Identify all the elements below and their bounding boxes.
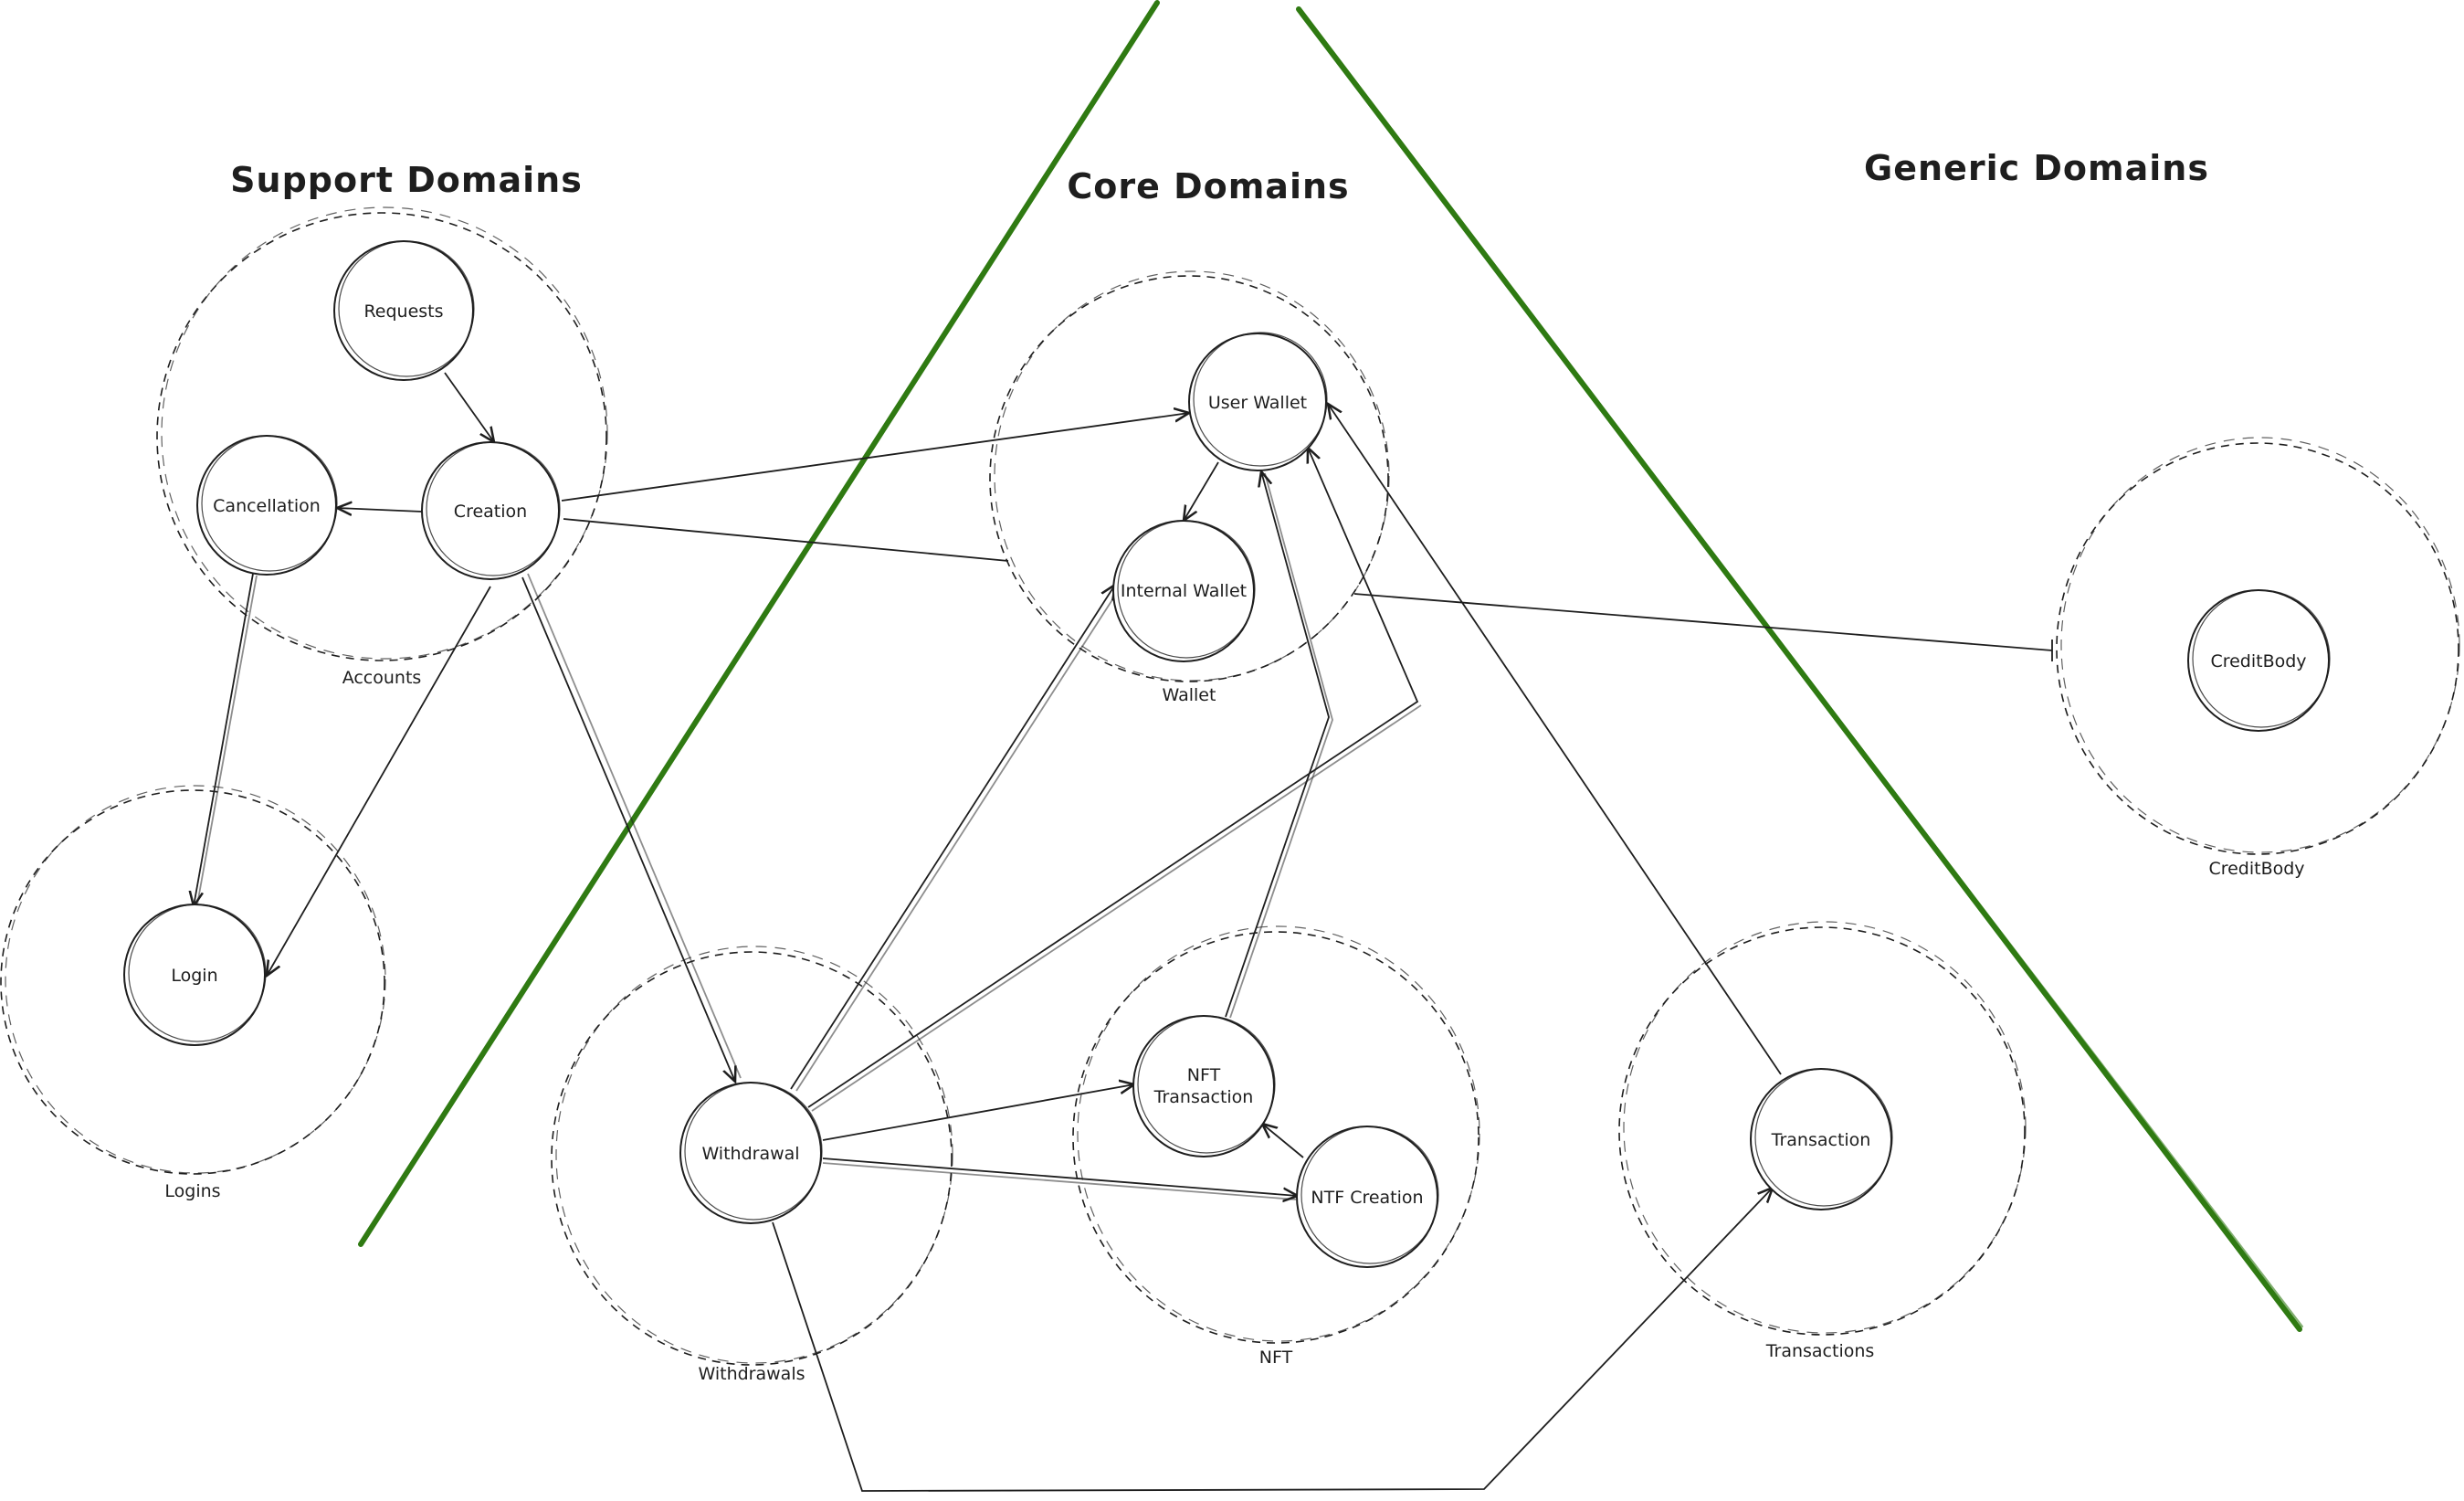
node-label-transaction: Transaction <box>1771 1130 1871 1150</box>
divider-right-echo <box>1300 14 2303 1327</box>
node-requests[interactable]: Requests <box>333 240 475 381</box>
edge-nfttransaction-userwallet <box>1225 471 1330 1018</box>
edge-transaction-userwallet <box>1328 404 1782 1075</box>
domain-label-nft: NFT <box>1259 1348 1293 1368</box>
heading-support-domains: Support Domains <box>230 160 583 200</box>
node-login[interactable]: Login <box>123 904 267 1046</box>
node-nft-transaction[interactable]: NFT Transaction <box>1132 1015 1276 1157</box>
node-label-creditbody: CreditBody <box>2210 651 2306 671</box>
edge-withdrawal-internalwallet <box>790 585 1115 1090</box>
edge-creation-cancellation <box>337 508 423 512</box>
node-label-internal-wallet: Internal Wallet <box>1121 581 1247 601</box>
edge-wallet-creditbody <box>1353 593 2053 651</box>
node-label-requests: Requests <box>363 301 443 322</box>
node-withdrawal[interactable]: Withdrawal <box>679 1082 823 1224</box>
edge-withdrawal-internalwallet-echo <box>795 587 1121 1092</box>
domain-creditbody[interactable]: CreditBody <box>2056 437 2460 879</box>
domain-label-withdrawals: Withdrawals <box>698 1364 805 1384</box>
edge-withdrawal-ntfcreation-echo <box>822 1162 1297 1200</box>
divider-right <box>1296 6 2302 1332</box>
domain-label-transactions: Transactions <box>1765 1341 1875 1361</box>
edge-withdrawal-userwallet <box>807 448 1419 1108</box>
edge-creation-wallet <box>563 518 1009 562</box>
section-headings: Support Domains Core Domains Generic Dom… <box>230 148 2209 206</box>
heading-core-domains: Core Domains <box>1067 166 1349 206</box>
domain-accounts[interactable]: Accounts <box>156 206 608 688</box>
domain-label-logins: Logins <box>164 1181 220 1201</box>
nodes: Requests Cancellation Creation Login Use… <box>123 240 2331 1268</box>
edge-nfttransaction-userwallet-echo <box>1229 472 1333 1019</box>
node-ntf-creation[interactable]: NTF Creation <box>1296 1126 1439 1268</box>
node-transaction[interactable]: Transaction <box>1750 1068 1893 1210</box>
edge-userwallet-internalwallet <box>1184 461 1219 521</box>
node-label-nft-transaction-line1: NFT <box>1187 1065 1221 1085</box>
edge-creation-withdrawal-echo <box>527 573 742 1079</box>
edge-creation-withdrawal <box>521 576 735 1082</box>
domain-logins[interactable]: Logins <box>0 785 386 1201</box>
edge-cancellation-login <box>194 573 254 906</box>
edge-withdrawal-userwallet-echo <box>811 704 1422 1112</box>
domain-transactions[interactable]: Transactions <box>1618 921 2027 1361</box>
edge-withdrawal-nfttransaction <box>822 1084 1134 1141</box>
node-cancellation[interactable]: Cancellation <box>196 435 338 576</box>
node-user-wallet[interactable]: User Wallet <box>1188 332 1328 471</box>
edge-creation-userwallet <box>561 413 1189 502</box>
domain-wallet[interactable]: Wallet <box>989 270 1390 705</box>
node-label-login: Login <box>171 966 217 986</box>
domain-nft[interactable]: NFT <box>1072 925 1480 1368</box>
node-label-nft-transaction-line2: Transaction <box>1153 1087 1254 1107</box>
edge-ntfcreation-nfttransaction <box>1262 1124 1304 1158</box>
node-creditbody[interactable]: CreditBody <box>2187 589 2331 732</box>
node-label-user-wallet: User Wallet <box>1208 393 1307 413</box>
node-label-ntf-creation: NTF Creation <box>1311 1188 1423 1208</box>
node-label-creation: Creation <box>454 502 527 522</box>
connectors <box>194 372 2053 1492</box>
edge-cancellation-login-echo <box>196 575 258 905</box>
divider-left <box>358 0 1160 1247</box>
domain-label-accounts: Accounts <box>342 668 422 688</box>
domain-boundaries: Accounts Logins Wallet Withdrawals NFT T… <box>0 206 2460 1384</box>
node-label-withdrawal: Withdrawal <box>701 1144 799 1164</box>
edge-withdrawal-transaction <box>772 1188 1773 1492</box>
domain-label-creditbody: CreditBody <box>2208 859 2304 879</box>
domain-withdrawals[interactable]: Withdrawals <box>551 946 953 1384</box>
edge-requests-creation <box>444 372 494 442</box>
node-creation[interactable]: Creation <box>421 441 561 580</box>
edge-withdrawal-ntfcreation <box>822 1157 1298 1196</box>
node-label-cancellation: Cancellation <box>213 496 321 516</box>
heading-generic-domains: Generic Domains <box>1864 148 2209 188</box>
domain-dividers <box>358 0 2303 1332</box>
node-internal-wallet[interactable]: Internal Wallet <box>1112 520 1256 662</box>
domain-label-wallet: Wallet <box>1163 685 1216 705</box>
edge-creation-login <box>267 586 491 976</box>
